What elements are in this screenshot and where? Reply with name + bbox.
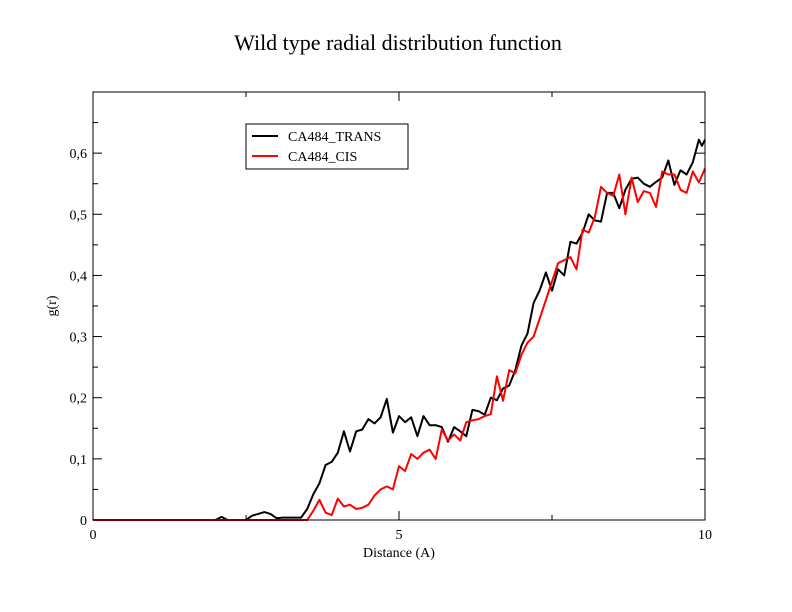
y-tick-label: 0,5 — [70, 208, 88, 223]
series-layer — [93, 138, 706, 521]
x-axis: 0 5 10 — [90, 92, 712, 543]
y-tick-label: 0 — [80, 514, 87, 529]
legend-label-trans: CA484_TRANS — [288, 130, 381, 145]
x-axis-label: Distance (A) — [363, 546, 435, 561]
y-tick-label: 0,4 — [70, 269, 88, 284]
y-tick-label: 0,1 — [70, 453, 88, 468]
x-tick-label: 5 — [396, 528, 403, 543]
chart-title: Wild type radial distribution function — [234, 30, 562, 55]
legend: CA484_TRANS CA484_CIS — [245, 123, 409, 170]
y-axis-label: g(r) — [45, 295, 60, 316]
y-tick-label: 0,6 — [70, 147, 88, 162]
y-tick-label: 0,3 — [70, 331, 88, 346]
x-tick-label: 0 — [90, 528, 97, 543]
series-line-ca484-cis — [93, 168, 706, 521]
x-tick-label: 10 — [698, 528, 712, 543]
y-tick-label: 0,2 — [70, 392, 88, 407]
y-axis: 0 0,1 0,2 0,3 0,4 0,5 0,6 — [70, 91, 705, 529]
legend-box — [245, 123, 409, 170]
legend-label-cis: CA484_CIS — [288, 150, 357, 165]
